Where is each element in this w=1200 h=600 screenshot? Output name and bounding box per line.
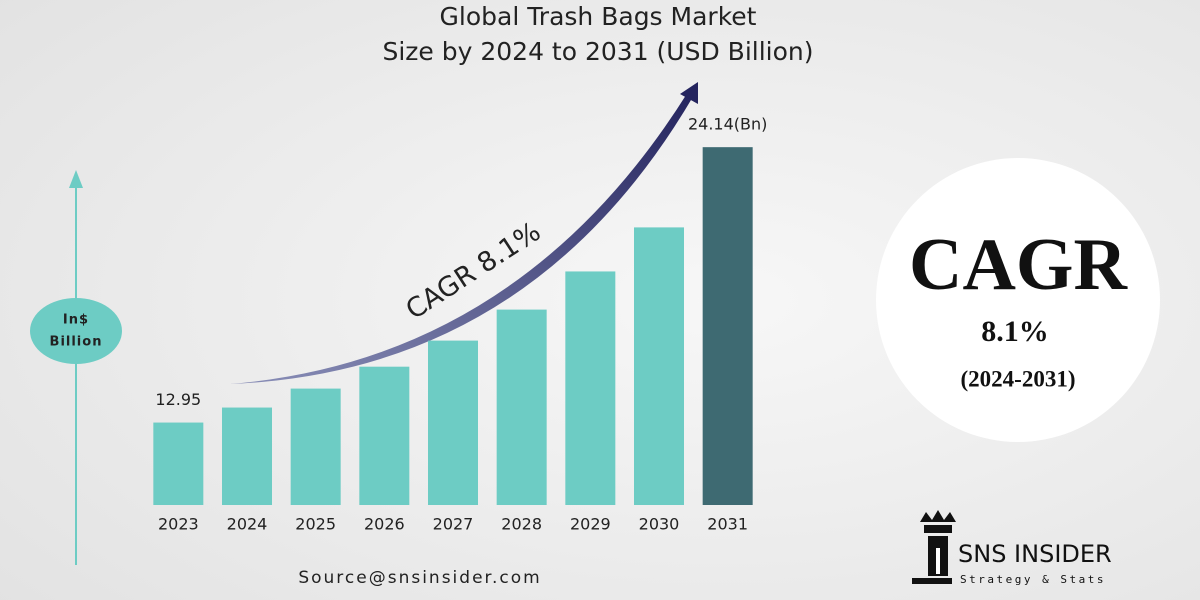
bar (359, 366, 410, 505)
logo-name: SNS INSIDER (958, 540, 1112, 568)
x-tick-label: 2026 (364, 515, 405, 534)
bar (496, 309, 547, 505)
source: Source@snsinsider.com (298, 568, 541, 588)
bar (290, 388, 341, 505)
bar (565, 271, 616, 505)
y-axis-arrowhead (69, 170, 83, 188)
x-tick-label: 2023 (158, 515, 199, 534)
logo-icon (912, 510, 956, 584)
x-tick-label: 2030 (639, 515, 680, 534)
bar (153, 422, 204, 505)
badge-period: (2024-2031) (961, 366, 1076, 391)
value-label: 12.95 (155, 390, 201, 409)
bar (222, 407, 272, 505)
x-tick-label: 2027 (433, 515, 474, 534)
bar (702, 147, 753, 506)
y-label: Billion (50, 335, 103, 350)
y-label-badge (30, 298, 122, 364)
bar (428, 340, 478, 505)
x-tick-label: 2024 (227, 515, 268, 534)
x-tick-label: 2029 (570, 515, 611, 534)
x-tick-label: 2025 (295, 515, 336, 534)
title-line: Global Trash Bags Market (440, 2, 757, 31)
badge-title: CAGR (909, 224, 1128, 306)
x-tick-label: 2028 (501, 515, 542, 534)
value-label: 24.14(Bn) (688, 115, 767, 134)
logo-tagline: Strategy & Stats (960, 573, 1106, 586)
badge-rate: 8.1% (981, 315, 1049, 348)
cagr-badge (876, 158, 1160, 442)
x-tick-label: 2031 (707, 515, 748, 534)
growth-arrow (230, 92, 694, 384)
bar (634, 227, 684, 505)
y-label: In$ (63, 313, 89, 328)
growth-arrowhead (680, 82, 698, 104)
title-line: Size by 2024 to 2031 (USD Billion) (382, 37, 813, 66)
